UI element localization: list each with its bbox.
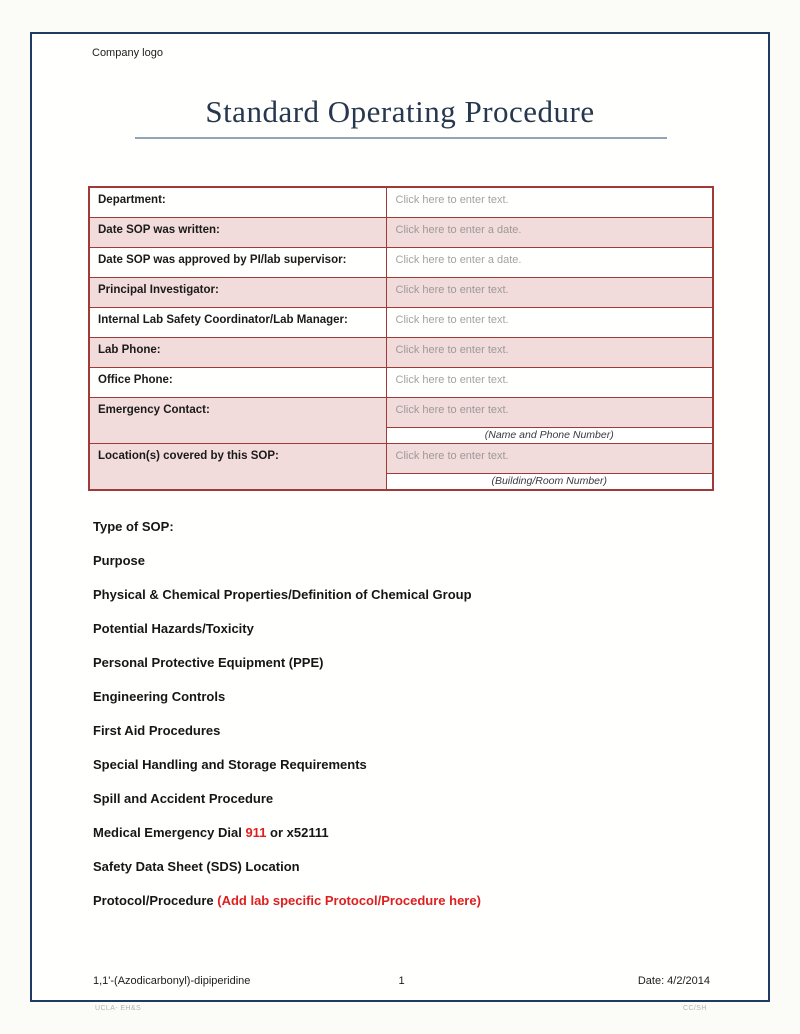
table-row: Internal Lab Safety Coordinator/Lab Mana…	[88, 306, 714, 338]
section-heading: Special Handling and Storage Requirement…	[93, 757, 367, 772]
field-label: Lab Phone:	[88, 336, 387, 368]
section-heading: First Aid Procedures	[93, 723, 221, 738]
section-heading: Medical Emergency Dial 911 or x52111	[93, 825, 329, 840]
table-row: Principal Investigator: Click here to ent…	[88, 276, 714, 308]
red-emphasis-text: 911	[245, 825, 267, 840]
field-label: Date SOP was written:	[88, 216, 387, 248]
table-row: Date SOP was approved by PI/lab supervis…	[88, 246, 714, 278]
page-title: Standard Operating Procedure	[205, 94, 595, 129]
title-rule	[135, 137, 667, 139]
field-placeholder[interactable]: Click here to enter text.	[385, 276, 714, 308]
table-row: Date SOP was written: Click here to enter…	[88, 216, 714, 248]
field-label: Internal Lab Safety Coordinator/Lab Mana…	[88, 306, 387, 338]
footer-date: Date: 4/2/2014	[637, 975, 710, 987]
table-note-row: (Name and Phone Number)	[89, 426, 714, 444]
field-label: Office Phone:	[88, 366, 387, 398]
field-placeholder[interactable]: Click here to enter a date.	[385, 246, 714, 278]
bottom-mark-left: UCLA- EH&S	[95, 1005, 142, 1012]
section-heading: Personal Protective Equipment (PPE)	[93, 655, 324, 670]
field-placeholder[interactable]: Click here to enter a date.	[385, 216, 714, 248]
bottom-mark-right: CC/SH	[683, 1005, 707, 1012]
red-emphasis-text: (Add lab specific Protocol/Procedure her…	[217, 893, 481, 908]
field-placeholder[interactable]: Click here to enter text.	[385, 366, 714, 398]
section-heading: Engineering Controls	[93, 689, 226, 704]
field-placeholder[interactable]: Click here to enter text.	[385, 336, 714, 368]
section-heading: Potential Hazards/Toxicity	[93, 621, 254, 636]
field-note: (Name and Phone Number)	[385, 426, 714, 444]
table-row: Location(s) covered by this SOP: Click he…	[88, 442, 714, 490]
section-heading: Safety Data Sheet (SDS) Location	[93, 859, 300, 874]
footer-document-name: 1,1'-(Azodicarbonyl)-dipiperidine	[93, 975, 251, 987]
section-heading: Purpose	[93, 553, 146, 568]
field-note: (Building/Room Number)	[385, 472, 714, 490]
section-heading: Type of SOP:	[93, 519, 174, 534]
table-row: Lab Phone: Click here to enter text.	[88, 336, 714, 368]
field-label: Date SOP was approved by PI/lab supervis…	[88, 246, 387, 278]
table-row: Emergency Contact: Click here to enter te…	[88, 396, 714, 444]
field-label: Principal Investigator:	[88, 276, 387, 308]
field-label: Department:	[88, 186, 387, 218]
section-heading: Physical & Chemical Properties/Definitio…	[93, 587, 472, 602]
section-heading: Spill and Accident Procedure	[93, 791, 274, 806]
field-placeholder[interactable]: Click here to enter text.	[385, 306, 714, 338]
section-heading: Protocol/Procedure (Add lab specific Pro…	[93, 893, 481, 908]
section-list: Type of SOP: Purpose Physical & Chemical P…	[93, 520, 733, 928]
table-row: Department: Click here to enter text.	[88, 186, 714, 218]
field-placeholder[interactable]: Click here to enter text.	[385, 396, 714, 428]
field-placeholder[interactable]: Click here to enter text.	[385, 442, 714, 474]
field-placeholder[interactable]: Click here to enter text.	[385, 186, 714, 218]
company-logo-text: Company logo	[92, 47, 163, 59]
document-page: Company logo Standard Operating Procedur…	[30, 32, 770, 1002]
table-row: Office Phone: Click here to enter text.	[88, 366, 714, 398]
field-label: Emergency Contact:	[88, 396, 387, 444]
table-note-row: (Building/Room Number)	[89, 472, 714, 490]
sop-info-table: Department: Click here to enter text. Date…	[88, 186, 714, 491]
field-label: Location(s) covered by this SOP:	[88, 442, 387, 490]
footer-page-number: 1	[398, 975, 405, 987]
page-footer: 1,1'-(Azodicarbonyl)-dipiperidine 1 Date…	[32, 975, 768, 987]
